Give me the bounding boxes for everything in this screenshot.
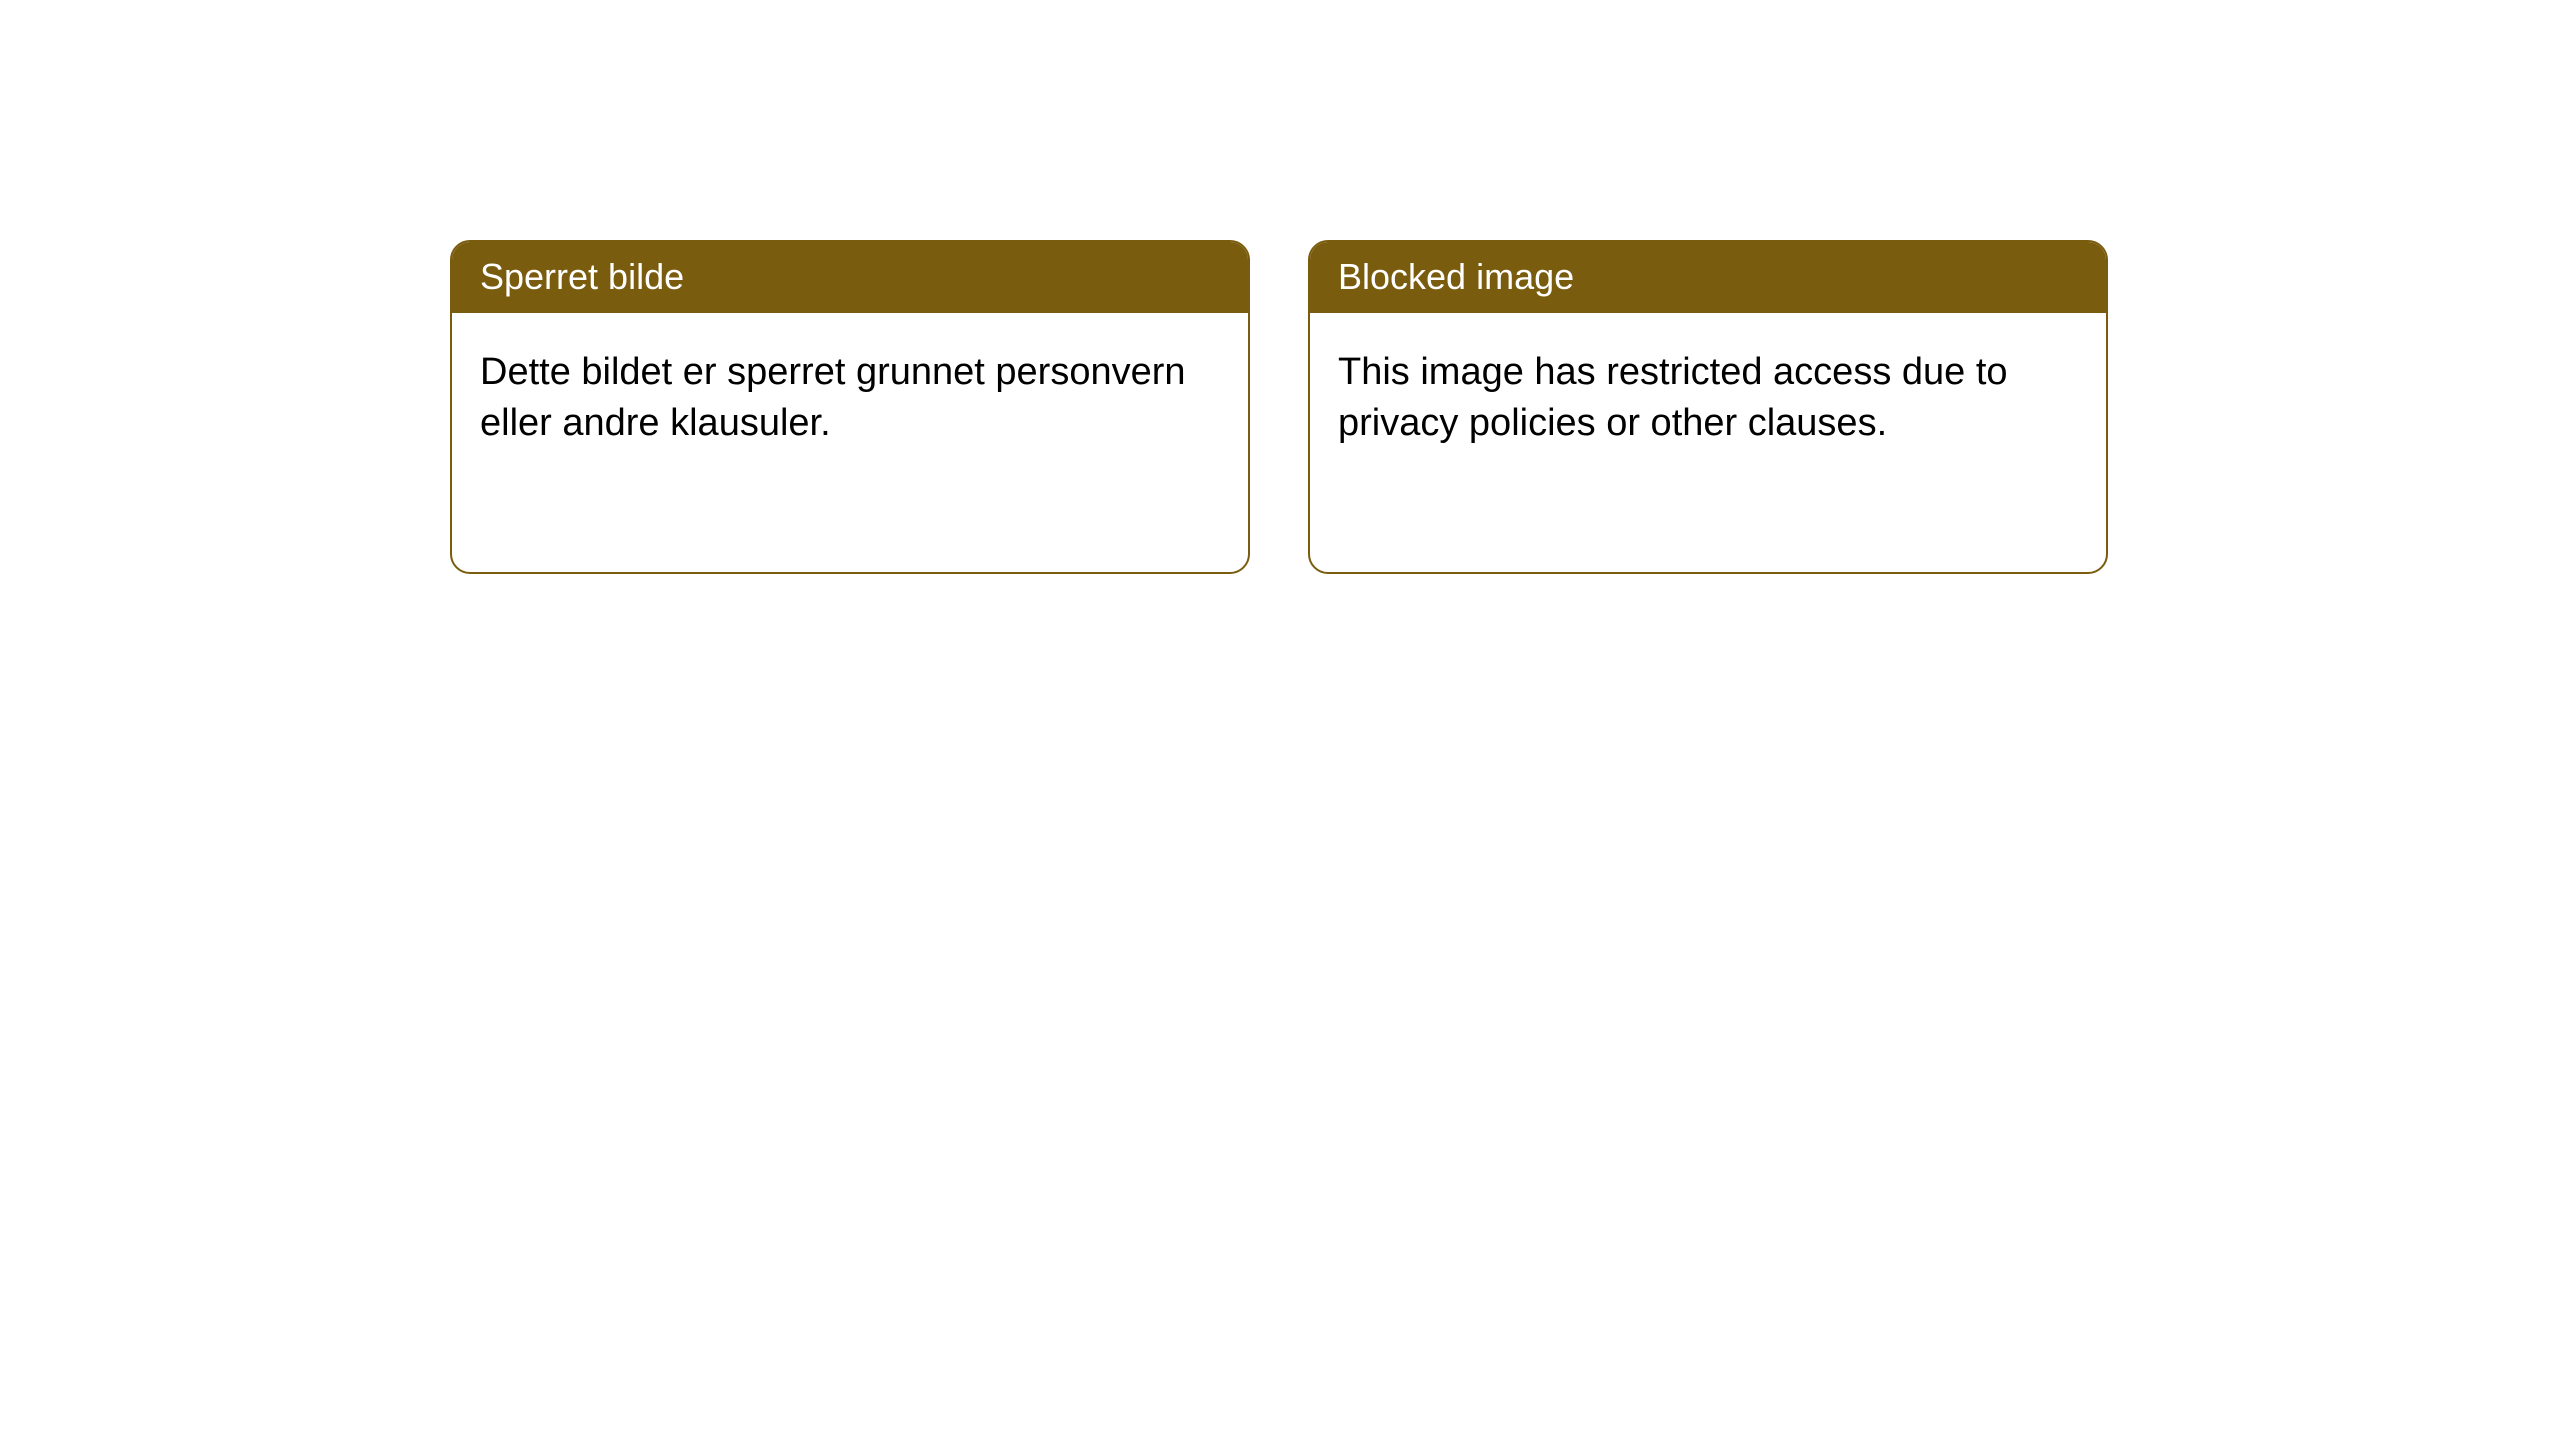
card-body: This image has restricted access due to …: [1310, 313, 2106, 484]
card-body: Dette bildet er sperret grunnet personve…: [452, 313, 1248, 484]
card-header: Blocked image: [1310, 242, 2106, 313]
card-title: Blocked image: [1338, 256, 1574, 297]
card-body-text: Dette bildet er sperret grunnet personve…: [480, 351, 1186, 444]
blocked-image-card-en: Blocked image This image has restricted …: [1308, 240, 2108, 574]
card-title: Sperret bilde: [480, 256, 684, 297]
card-header: Sperret bilde: [452, 242, 1248, 313]
blocked-image-cards-container: Sperret bilde Dette bildet er sperret gr…: [450, 240, 2108, 574]
card-body-text: This image has restricted access due to …: [1338, 351, 2008, 444]
blocked-image-card-no: Sperret bilde Dette bildet er sperret gr…: [450, 240, 1250, 574]
